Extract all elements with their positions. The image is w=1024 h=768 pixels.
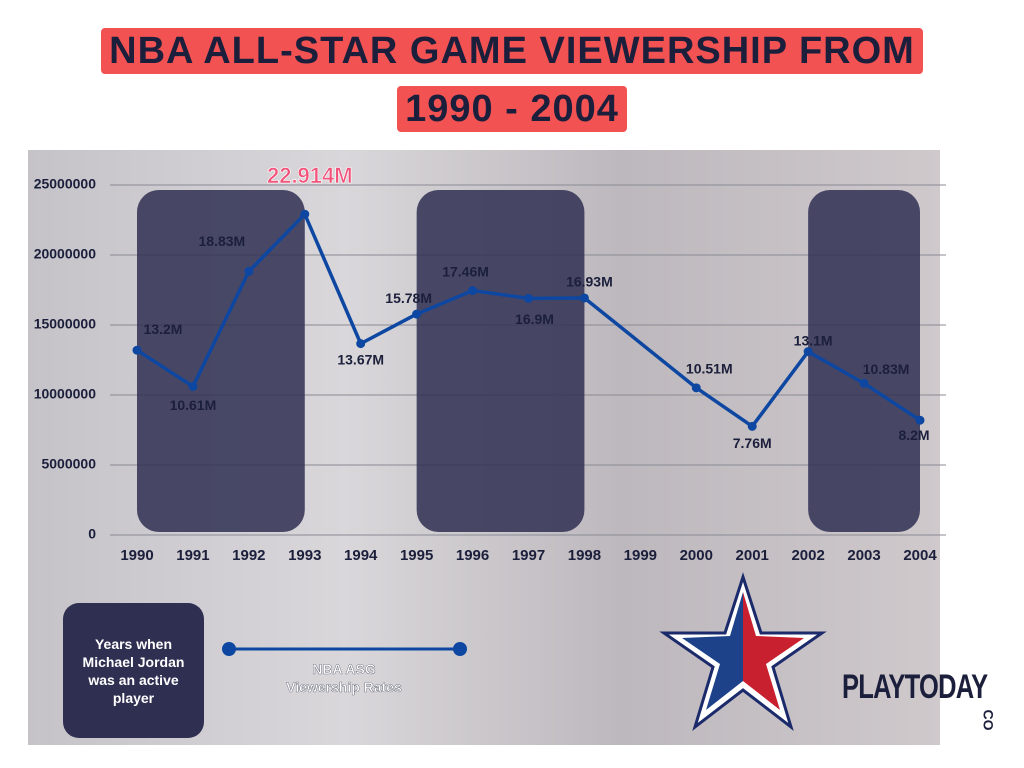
data-point: [300, 209, 310, 219]
data-point: [579, 293, 589, 303]
x-tick-label: 1992: [232, 547, 265, 564]
y-tick-label: 10000000: [34, 386, 97, 402]
data-label: 13.1M: [794, 332, 833, 348]
data-point: [803, 347, 813, 357]
data-label: 17.46M: [442, 263, 489, 279]
data-label: 10.61M: [170, 397, 217, 413]
data-label: 18.83M: [199, 233, 246, 249]
x-tick-label: 2003: [847, 547, 880, 564]
data-point: [691, 383, 701, 393]
data-label: 13.2M: [144, 321, 183, 337]
y-tick-label: 20000000: [34, 246, 97, 262]
x-tick-label: 2000: [680, 547, 713, 564]
x-tick-label: 2002: [791, 547, 824, 564]
peak-label: 22.914M: [267, 163, 353, 188]
x-tick-label: 1993: [288, 547, 321, 564]
data-point: [132, 345, 142, 355]
data-point: [859, 378, 869, 388]
x-tick-label: 1997: [512, 547, 545, 564]
x-tick-label: 2004: [903, 547, 937, 564]
legend-dot: [222, 642, 236, 656]
data-label: 10.83M: [863, 361, 910, 377]
x-tick-label: 1998: [568, 547, 601, 564]
legend-series-label: NBA ASG Viewership Rates: [286, 661, 402, 695]
data-label: 15.78M: [385, 290, 432, 306]
highlight-range: [416, 190, 585, 532]
y-tick-label: 5000000: [41, 456, 96, 472]
data-label: 13.67M: [337, 351, 384, 367]
y-tick-label: 15000000: [34, 316, 97, 332]
legend-dot: [453, 642, 467, 656]
highlight-range: [137, 190, 305, 532]
x-tick-label: 1999: [624, 547, 657, 564]
x-tick-label: 1990: [120, 547, 153, 564]
data-point: [468, 286, 478, 296]
x-tick-label: 1994: [344, 547, 378, 564]
chart-title: NBA ALL-STAR GAME VIEWERSHIP FROM 1990 -…: [70, 22, 954, 138]
y-tick-label: 0: [88, 526, 96, 542]
data-label: 16.93M: [566, 274, 613, 290]
highlight-range: [808, 190, 920, 532]
x-tick-label: 2001: [736, 547, 769, 564]
data-label: 7.76M: [733, 435, 772, 451]
allstar-logo: [659, 572, 827, 732]
data-point: [915, 415, 925, 425]
legend-highlight: Years when Michael Jordan was an active …: [63, 603, 204, 738]
data-label: 8.2M: [898, 427, 929, 443]
x-tick-label: 1995: [400, 547, 433, 564]
data-point: [747, 421, 757, 431]
data-label: 16.9M: [515, 311, 554, 327]
x-tick-label: 1996: [456, 547, 489, 564]
y-tick-label: 25000000: [34, 176, 97, 192]
data-point: [188, 381, 198, 391]
brand-suffix: CO: [980, 709, 997, 731]
brand: PLAYTODAY: [842, 668, 988, 706]
data-label: 10.51M: [686, 361, 733, 377]
data-point: [356, 339, 366, 349]
series-line: [136, 212, 921, 429]
data-point: [244, 266, 254, 276]
data-point: [412, 309, 422, 319]
data-point: [524, 293, 533, 303]
x-tick-label: 1991: [176, 547, 209, 564]
